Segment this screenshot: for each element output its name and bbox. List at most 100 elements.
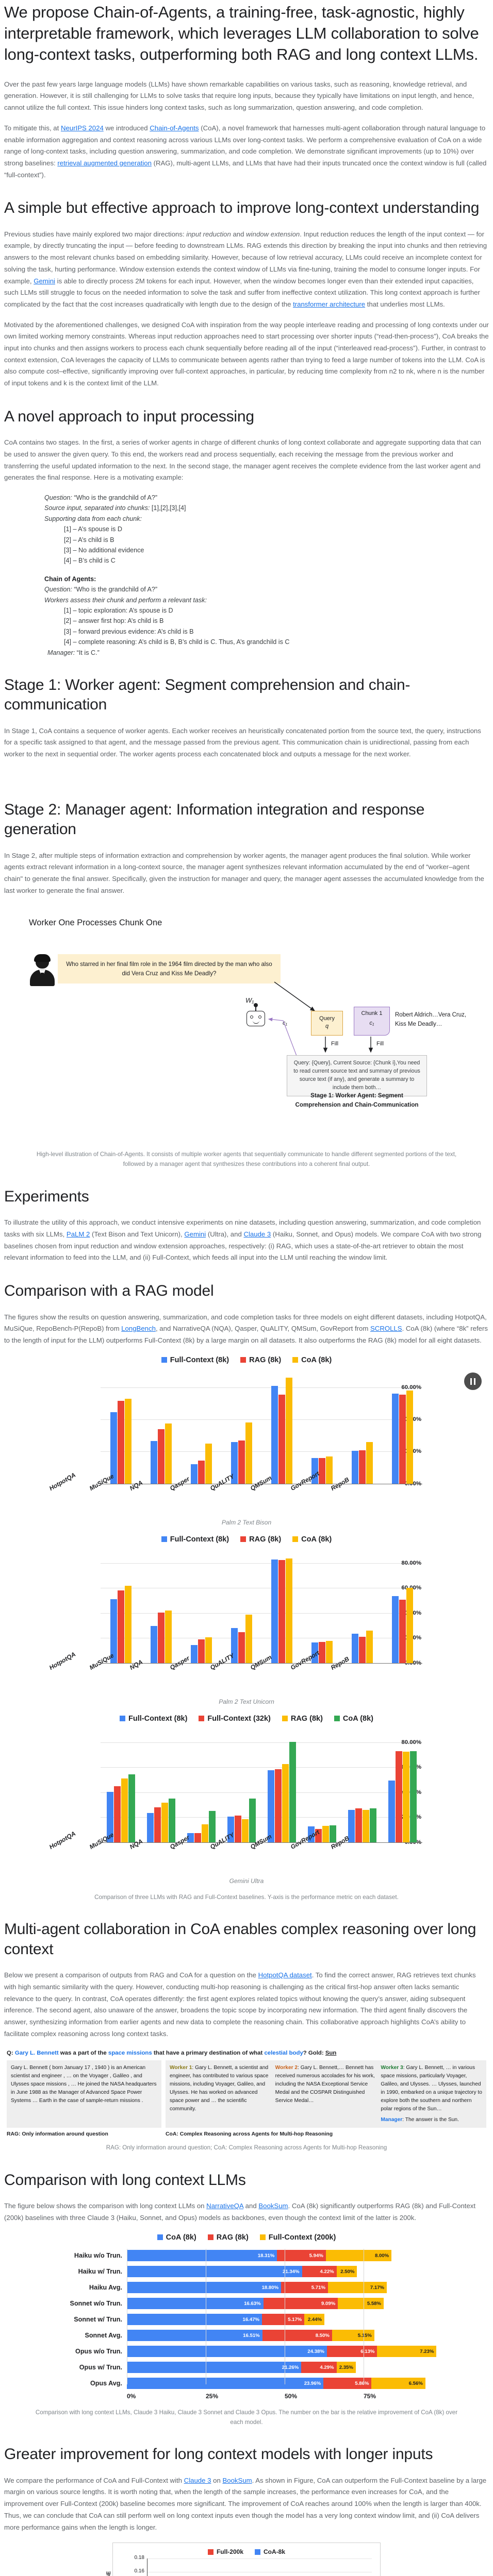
link-neurips-2024[interactable]: NeurIPS 2024 — [60, 124, 104, 132]
legend-label: CoA (8k) — [301, 1535, 332, 1544]
legend-label: Full-Context (32k) — [207, 1714, 271, 1723]
link-booksum[interactable]: BookSum — [258, 2202, 288, 2210]
bar-group — [342, 1442, 382, 1484]
example-question-value: “Who is the grandchild of A?” — [72, 494, 158, 502]
rouge-chart: Full-200kCoA-8k00.020.040.060.080.10.120… — [106, 2543, 381, 2576]
stacked-bar-segment: 23.96% — [127, 2378, 324, 2389]
arrow-query-fill — [323, 1037, 328, 1053]
worker-2-column: Worker 2: Gary L. Bennett,… Bennett has … — [275, 2065, 375, 2104]
bar — [124, 1398, 132, 1484]
bars-area — [101, 1730, 422, 1842]
gridline — [101, 1742, 422, 1743]
coa-diagram: Worker One Processes Chunk One Who starr… — [4, 910, 489, 1108]
legend-swatch — [157, 2234, 163, 2241]
bar-group — [221, 1798, 261, 1842]
bar — [285, 1378, 292, 1484]
experiments-paragraph: To illustrate the utility of this approa… — [4, 1218, 482, 1262]
diagram-query-symbol: q — [325, 1023, 329, 1030]
chart-subcaption: Gemini Ultra — [229, 1877, 264, 1885]
longcontext-paragraph: The figure below shows the comparison wi… — [4, 2202, 476, 2222]
bar — [285, 1558, 292, 1663]
legend-label: Full-Context (8k) — [170, 1535, 229, 1544]
example-supporting-item: [3] – No additional evidence — [64, 547, 144, 554]
link-claude-3[interactable]: Claude 3 — [243, 1230, 271, 1239]
heading-comparison-rag: Comparison with a RAG model — [4, 1282, 214, 1300]
bar — [198, 1460, 205, 1484]
legend-item: RAG (8k) — [207, 2233, 249, 2242]
link-transformer-architecture[interactable]: transformer architecture — [293, 300, 366, 308]
comparison-question: Q: Gary L. Bennett was a part of the spa… — [7, 2050, 337, 2057]
bar — [369, 1808, 376, 1842]
link-narrativeqa[interactable]: NarrativeQA — [206, 2202, 243, 2210]
legend-item: CoA (8k) — [334, 1715, 373, 1723]
link-gemini[interactable]: Gemini — [34, 277, 55, 285]
diagram-title: Worker One Processes Chunk One — [29, 918, 162, 928]
bar — [329, 1825, 336, 1842]
chart-rouge-by-length: Full-200kCoA-8k00.020.040.060.080.10.120… — [4, 2543, 489, 2576]
bars-area — [101, 1371, 422, 1484]
q-entity-name: Gary L. Bennett — [14, 2050, 59, 2057]
bar-group — [181, 1443, 221, 1484]
legend-item: Full-Context (8k) — [161, 1356, 229, 1364]
stacked-bar-segment: 5.15% — [332, 2330, 374, 2342]
link-scrolls[interactable]: SCROLLS — [370, 1325, 402, 1333]
rouge-plot-area: 00.020.040.060.080.10.120.140.160.18 — [135, 2555, 372, 2576]
stacked-bar-segment: 2.35% — [336, 2362, 356, 2374]
bar-group — [302, 1456, 342, 1484]
stacked-bar-track: 21.26% 4.29% 2.35% — [127, 2362, 442, 2374]
link-booksum-b[interactable]: BookSum — [222, 2476, 252, 2484]
rag-panel-caption: RAG: Only information around question — [7, 2131, 108, 2138]
diagram-caption: High-level illustration of Chain-of-Agen… — [36, 1151, 457, 1168]
simple-paragraph-1: Previous studies have mainly explored tw… — [4, 230, 487, 308]
stacked-bar-row: Haiku Avg. 18.80% 5.71% 7.17% — [51, 2281, 442, 2295]
bar — [274, 1769, 282, 1842]
bar-group — [261, 1558, 302, 1663]
example-manager-label: Manager: — [47, 649, 75, 656]
stacked-bar-segment: 5.58% — [338, 2298, 384, 2310]
bar-group — [261, 1378, 302, 1484]
worker-3-column: Worker 3: Gary L. Bennett, … in various … — [381, 2065, 482, 2123]
stacked-bar-label: Haiku w/ Trun. — [78, 2268, 122, 2276]
legend-swatch — [255, 2549, 260, 2555]
legend-swatch — [207, 2234, 213, 2241]
stacked-bar-track: 18.80% 5.71% 7.17% — [127, 2282, 442, 2294]
heading-experiments: Experiments — [4, 1188, 89, 1205]
diagram-chunk-label: Chunk 1 — [361, 1010, 383, 1017]
link-longbench[interactable]: LongBench — [121, 1325, 156, 1333]
intro-paragraph-1: Over the past few years large language m… — [4, 80, 474, 112]
stacked-bar-segment: 7.17% — [327, 2282, 387, 2294]
bar-group — [101, 1585, 141, 1663]
x-axis-ticks: 0% 25% 50% 75% — [127, 2393, 442, 2400]
stacked-bar-track: 21.34% 4.22% 2.50% — [127, 2266, 442, 2278]
stacked-bar-track: 16.47% 5.17% 2.44% — [127, 2314, 442, 2326]
pause-button[interactable] — [464, 1372, 482, 1390]
stacked-bar-segment: 24.38% — [127, 2346, 327, 2358]
legend-label: Full-Context (200k) — [268, 2233, 336, 2242]
bar — [322, 1826, 329, 1842]
link-retrieval-augmented-generation[interactable]: retrieval augmented generation — [57, 159, 152, 167]
bar — [406, 1391, 413, 1484]
legend-swatch — [292, 1357, 299, 1363]
stacked-bar-segment: 7.23% — [377, 2346, 437, 2358]
longcontext-figure-caption: Comparison with long context LLMs, Claud… — [35, 2409, 458, 2426]
link-palm-2[interactable]: PaLM 2 — [66, 1230, 90, 1239]
bar-group — [342, 1808, 382, 1842]
em-input-reduction: input reduction — [186, 230, 231, 238]
link-gemini-2[interactable]: Gemini — [184, 1230, 206, 1239]
chart-legend: Full-Context (8k) RAG (8k) CoA (8k) — [4, 1356, 489, 1364]
link-claude-3-b[interactable]: Claude 3 — [184, 2476, 211, 2484]
bar — [245, 1615, 252, 1663]
bars-area — [101, 1551, 422, 1663]
gridline — [101, 1613, 422, 1614]
stacked-bar-row: Sonnet w/o Trun. 16.63% 9.09% 5.58% — [51, 2297, 442, 2311]
pause-icon — [470, 1378, 472, 1385]
link-hotpotqa-dataset[interactable]: HotpotQA dataset — [258, 1971, 312, 1979]
rag-figure-caption: Comparison of three LLMs with RAG and Fu… — [94, 1893, 399, 1901]
diagram-chunk-box: Chunk 1 c₁ — [354, 1007, 390, 1036]
diagram-fill-label-chunk: Fill — [376, 1041, 384, 1047]
bar — [194, 1833, 201, 1842]
stacked-bar-segment: 2.50% — [336, 2266, 357, 2278]
bar — [278, 1394, 285, 1484]
link-chain-of-agents[interactable]: Chain-of-Agents — [150, 124, 199, 132]
arrow-chunk-fill — [368, 1037, 373, 1053]
